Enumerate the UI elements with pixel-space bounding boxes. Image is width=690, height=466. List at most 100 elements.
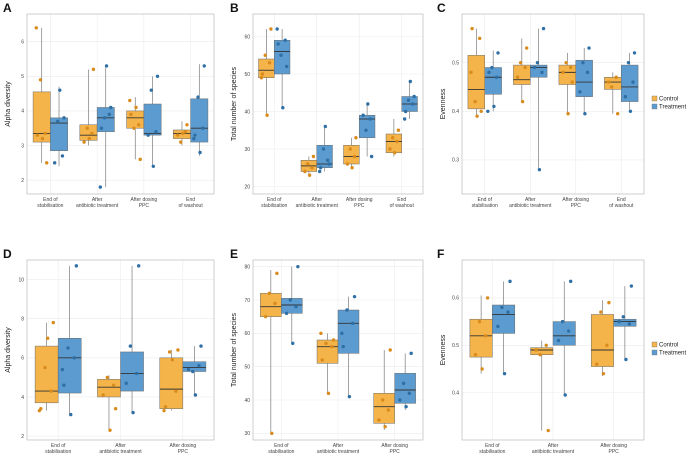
box-treatment bbox=[613, 284, 637, 362]
data-point bbox=[578, 90, 582, 94]
data-point bbox=[487, 70, 491, 75]
data-point bbox=[176, 348, 180, 352]
data-point bbox=[473, 353, 478, 357]
y-axis-title: Alpha diversity bbox=[5, 81, 12, 127]
panel-e: E 30 40 50 60 70 80 Total number of species End … bbox=[230, 247, 424, 455]
panel-border bbox=[252, 259, 424, 441]
box-iqr bbox=[57, 338, 82, 394]
x-tick-label: After dosing PPC bbox=[600, 443, 627, 455]
box-iqr bbox=[258, 58, 275, 78]
box-treatment bbox=[143, 74, 162, 169]
box-treatment bbox=[57, 264, 82, 417]
x-tick-line: End bbox=[617, 197, 626, 203]
data-point bbox=[388, 147, 392, 151]
y-tick-label: 4 bbox=[21, 109, 24, 115]
data-point bbox=[131, 410, 135, 415]
box-treatment bbox=[575, 46, 593, 116]
data-point bbox=[149, 88, 153, 92]
data-point bbox=[566, 329, 571, 333]
data-point bbox=[570, 80, 574, 84]
x-tick-line: End of bbox=[485, 443, 500, 449]
box-treatment bbox=[492, 279, 516, 376]
x-tick-line: PPC bbox=[139, 203, 150, 209]
x-tick-label: End of washout bbox=[609, 197, 634, 209]
data-point bbox=[99, 126, 104, 130]
x-tick-line: PPC bbox=[390, 449, 401, 455]
data-point bbox=[614, 75, 618, 79]
x-tick-line: of washout bbox=[179, 203, 204, 209]
x-tick-line: stabilisation bbox=[45, 449, 71, 455]
box-iqr bbox=[120, 351, 144, 392]
box-iqr bbox=[96, 107, 115, 132]
data-point bbox=[485, 296, 490, 300]
y-tick-label: 0.5 bbox=[452, 60, 459, 66]
data-point bbox=[506, 310, 510, 314]
data-point bbox=[408, 79, 413, 84]
data-point bbox=[395, 139, 399, 144]
data-point bbox=[587, 46, 591, 50]
data-point bbox=[134, 371, 139, 376]
x-tick-line: End of bbox=[274, 443, 289, 449]
data-point bbox=[105, 375, 110, 380]
data-point bbox=[260, 72, 265, 76]
box-control bbox=[34, 320, 59, 413]
box-control bbox=[32, 26, 51, 165]
x-tick-line: After bbox=[115, 443, 126, 449]
data-point bbox=[628, 109, 633, 113]
panel-border bbox=[26, 13, 215, 195]
data-point bbox=[263, 314, 268, 319]
data-point bbox=[183, 129, 188, 134]
data-point bbox=[407, 391, 412, 396]
panel-a: A 2 3 4 5 6 Alpha diversity End of stabilisation… bbox=[3, 1, 215, 209]
data-point bbox=[490, 65, 494, 70]
y-tick-label: 60 bbox=[244, 34, 250, 40]
box-treatment bbox=[394, 351, 416, 410]
data-point bbox=[52, 161, 57, 165]
box-treatment bbox=[484, 50, 502, 113]
box-iqr bbox=[337, 309, 360, 354]
y-tick-label: 0.3 bbox=[452, 158, 459, 164]
data-point bbox=[561, 70, 565, 75]
data-point bbox=[627, 322, 632, 326]
box-iqr bbox=[613, 318, 637, 327]
y-tick-label: 30 bbox=[244, 431, 250, 437]
data-point bbox=[631, 80, 635, 84]
data-point bbox=[629, 284, 634, 288]
box-iqr bbox=[126, 110, 145, 129]
data-point bbox=[599, 310, 603, 314]
data-point bbox=[350, 321, 355, 326]
data-point bbox=[51, 320, 55, 325]
box-iqr bbox=[316, 145, 333, 168]
box-iqr bbox=[530, 64, 548, 78]
data-point bbox=[136, 123, 141, 127]
data-point bbox=[109, 105, 113, 110]
y-tick-label: 40 bbox=[244, 109, 250, 115]
data-point bbox=[412, 94, 416, 99]
data-point bbox=[404, 404, 408, 409]
data-point bbox=[113, 406, 118, 411]
data-point bbox=[606, 80, 611, 84]
data-point bbox=[340, 331, 344, 336]
y-tick-label: 10 bbox=[18, 277, 24, 283]
data-point bbox=[544, 343, 548, 347]
box-iqr bbox=[32, 91, 51, 143]
data-point bbox=[409, 351, 413, 356]
data-point bbox=[520, 99, 525, 104]
data-point bbox=[98, 185, 103, 189]
data-point bbox=[398, 398, 402, 402]
data-point bbox=[62, 383, 66, 387]
panel-b: B 20 30 40 50 60 Total number of species End of… bbox=[230, 1, 424, 209]
x-tick-label: End of washout bbox=[390, 197, 415, 209]
data-point bbox=[281, 106, 285, 110]
box-iqr bbox=[484, 67, 502, 95]
data-point bbox=[72, 356, 76, 360]
box-control bbox=[385, 119, 402, 157]
data-point bbox=[90, 131, 94, 136]
data-point bbox=[403, 109, 408, 114]
data-point bbox=[502, 371, 507, 376]
plot-background bbox=[27, 14, 214, 194]
data-point bbox=[470, 26, 474, 31]
data-point bbox=[326, 158, 330, 162]
box-control bbox=[258, 27, 275, 117]
box-treatment bbox=[337, 294, 360, 399]
